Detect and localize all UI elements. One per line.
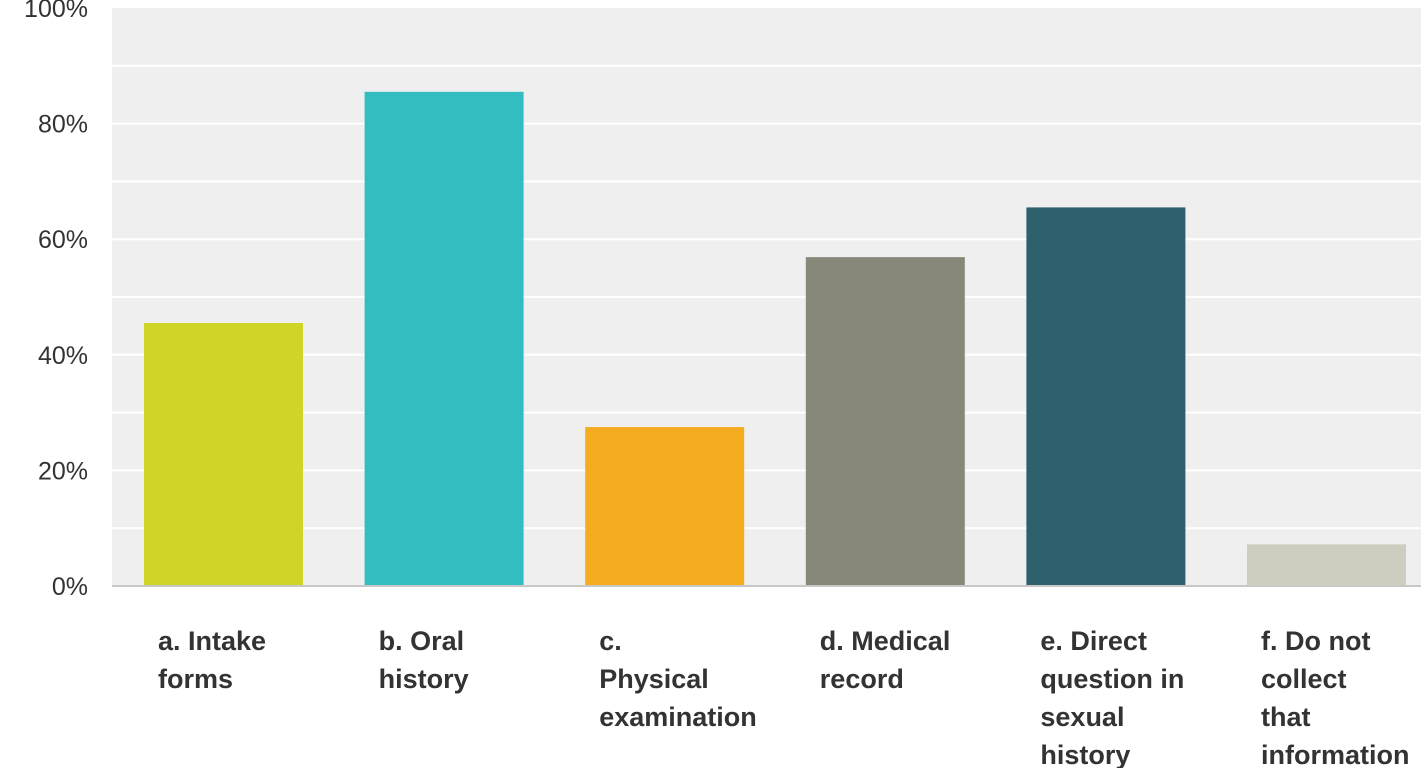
gridlines: [112, 64, 1421, 530]
y-tick-label: 0%: [52, 573, 88, 601]
x-tick-label: a. Intake forms: [158, 626, 266, 694]
y-tick-label: 100%: [24, 0, 88, 23]
y-tick-label: 80%: [38, 111, 88, 139]
y-tick-label: 40%: [38, 342, 88, 370]
x-axis-category-labels: a. Intake forms b. Oral history c. Physical ex…: [158, 626, 1410, 768]
y-axis-tick-labels: 0% 20% 40% 60% 80% 100%: [24, 0, 88, 601]
bar: [1247, 544, 1406, 586]
y-tick-label: 60%: [38, 226, 88, 254]
x-tick-label: d. Medical record: [820, 626, 951, 694]
bars: [144, 91, 1406, 586]
x-tick-label: c. Physical examination: [599, 626, 757, 732]
bar: [805, 257, 965, 586]
bar: [144, 323, 303, 586]
x-tick-label: f. Do not collect that information: [1261, 626, 1410, 768]
bar: [585, 427, 745, 586]
bar: [1026, 207, 1186, 586]
x-tick-label: b. Oral history: [379, 626, 469, 694]
y-tick-label: 20%: [38, 457, 88, 485]
bar: [364, 91, 524, 586]
x-tick-label: e. Direct question in sexual history: [1040, 626, 1184, 768]
